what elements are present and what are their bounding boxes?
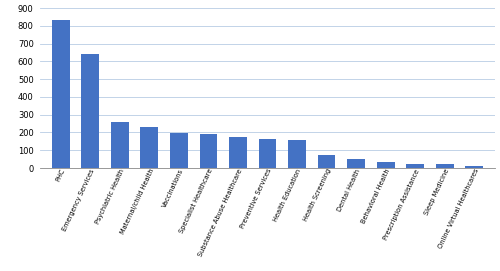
Bar <box>140 127 158 168</box>
Bar <box>436 164 454 168</box>
Bar <box>52 20 70 168</box>
Bar <box>466 166 483 168</box>
Bar <box>200 134 218 168</box>
Bar <box>377 162 394 168</box>
Bar <box>348 159 365 168</box>
Bar <box>406 164 424 168</box>
Bar <box>229 137 247 168</box>
Bar <box>170 133 188 168</box>
Bar <box>258 139 276 168</box>
Bar <box>318 155 336 168</box>
Bar <box>111 122 128 168</box>
Bar <box>288 140 306 168</box>
Bar <box>82 54 99 168</box>
